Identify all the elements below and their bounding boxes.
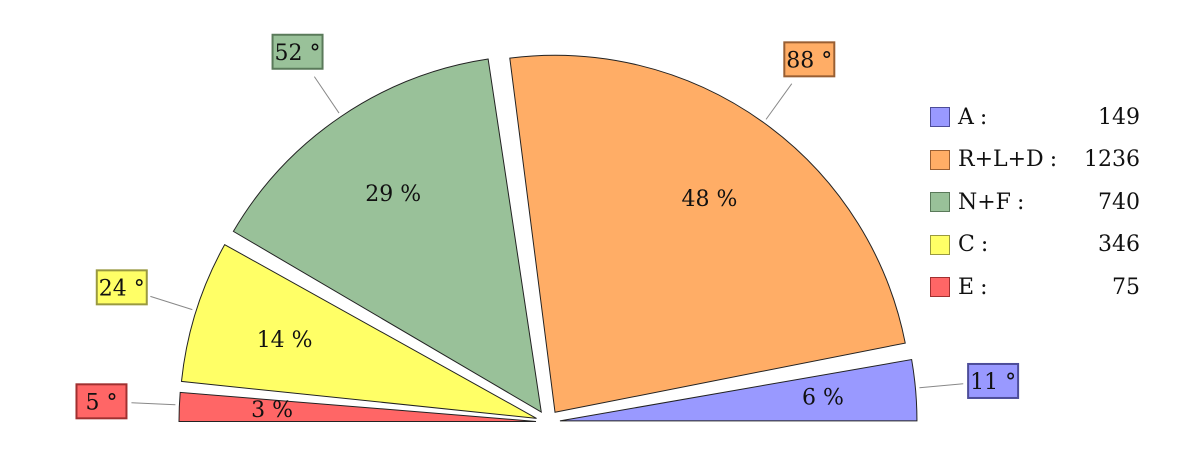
angle-labels-layer: 11 ° 88 ° 52 ° 24 ° 5 ° bbox=[75, 33, 1020, 420]
percent-label-n-f: 29 % bbox=[365, 182, 421, 207]
legend-value-rld: 1236 bbox=[1084, 147, 1140, 173]
legend-label-a: A bbox=[958, 104, 974, 130]
angle-label-e: 5 ° bbox=[85, 390, 117, 415]
percent-label-r-l-d: 48 % bbox=[681, 187, 737, 212]
slice-e bbox=[178, 391, 537, 422]
angle-label-c: 24 ° bbox=[99, 276, 145, 301]
legend-swatch-a bbox=[930, 107, 950, 128]
legend-value-c: 346 bbox=[1098, 232, 1140, 258]
angle-label-r-l-d: 88 ° bbox=[786, 48, 832, 73]
legend-swatch-c bbox=[930, 234, 950, 255]
percent-label-c: 14 % bbox=[257, 328, 313, 353]
legend-item-e: E : 75 bbox=[930, 266, 1140, 309]
angle-label-a: 11 ° bbox=[970, 370, 1016, 395]
slice-c bbox=[180, 243, 537, 419]
slices-layer bbox=[178, 54, 918, 422]
legend-label-nf: N+F bbox=[958, 189, 1011, 215]
legend-item-rld: R+L+D : 1236 bbox=[930, 139, 1140, 182]
leader-line-c bbox=[150, 295, 193, 311]
leader-line-n-f bbox=[313, 76, 340, 114]
leader-lines-layer bbox=[131, 76, 964, 406]
percent-label-a: 6 % bbox=[802, 386, 844, 411]
legend-item-c: C : 346 bbox=[930, 224, 1140, 267]
legend-label-rld: R+L+D bbox=[958, 147, 1044, 173]
legend-swatch-e bbox=[930, 277, 950, 298]
angle-box-r-l-d bbox=[783, 41, 836, 78]
legend-label-e: E bbox=[958, 274, 975, 300]
legend: A : 149 R+L+D : 1236 N+F : 740 C : 346 E… bbox=[930, 96, 1140, 309]
angle-box-e bbox=[75, 383, 128, 420]
angle-box-c bbox=[95, 269, 148, 306]
legend-label-c: C bbox=[958, 232, 975, 258]
leader-line-a bbox=[919, 383, 964, 389]
leader-line-e bbox=[131, 402, 176, 406]
percent-labels-layer: 6 % 48 % 29 % 14 % 3 % bbox=[251, 182, 844, 423]
angle-box-n-f bbox=[271, 33, 324, 70]
legend-swatch-nf bbox=[930, 192, 950, 213]
legend-value-e: 75 bbox=[1112, 274, 1140, 300]
legend-swatch-rld bbox=[930, 149, 950, 170]
angle-label-n-f: 52 ° bbox=[275, 41, 321, 66]
legend-value-nf: 740 bbox=[1098, 189, 1140, 215]
angle-box-a bbox=[967, 362, 1020, 399]
slice-r-l-d bbox=[509, 54, 906, 413]
legend-item-a: A : 149 bbox=[930, 96, 1140, 139]
legend-value-a: 149 bbox=[1098, 104, 1140, 130]
legend-item-nf: N+F : 740 bbox=[930, 181, 1140, 224]
percent-label-e: 3 % bbox=[251, 398, 293, 423]
slice-n-f bbox=[232, 58, 542, 414]
leader-line-r-l-d bbox=[765, 83, 793, 120]
slice-a bbox=[559, 358, 918, 422]
